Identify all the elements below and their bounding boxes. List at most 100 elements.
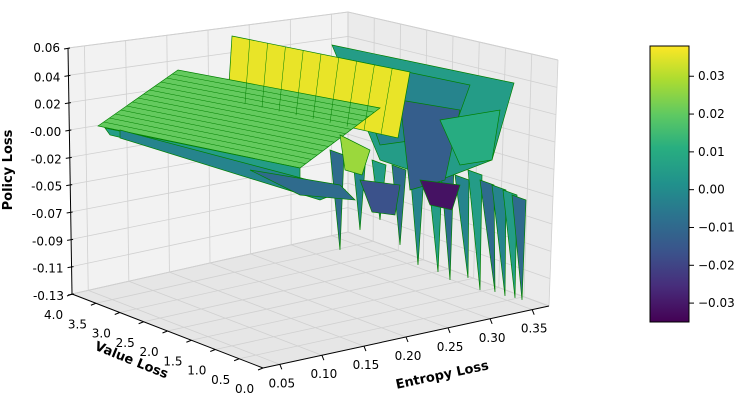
y-tick-label: 0.5 <box>211 373 230 387</box>
surface-facet <box>339 134 371 176</box>
z-tick-mark <box>66 211 73 214</box>
z-tick-label: -0.09 <box>32 234 63 248</box>
y-tick-label: 2.5 <box>116 336 135 350</box>
y-tick-label: 4.0 <box>44 308 63 322</box>
y-gridline-wall <box>523 53 533 297</box>
x-gridline-floor <box>291 244 491 320</box>
z-tick-mark <box>66 184 73 187</box>
surface-edge <box>126 105 329 147</box>
surface-facet <box>419 179 461 211</box>
surface-edge <box>261 43 268 108</box>
x-tick-label: 0.15 <box>353 358 380 372</box>
y-tick-mark <box>257 367 264 371</box>
y-gridline-wall <box>548 59 559 307</box>
surface-edge <box>166 77 369 117</box>
z-axis-label: Policy Loss <box>1 129 16 210</box>
z-tick-label: 0.06 <box>33 41 60 55</box>
z-tick-label: -0.13 <box>33 289 64 303</box>
colorbar-tick-label: 0.02 <box>698 107 725 121</box>
z-axis-line <box>67 47 73 295</box>
colorbar-tick-label: 0.01 <box>698 145 725 159</box>
surface-edge <box>329 57 340 123</box>
surface-edge <box>312 53 322 120</box>
colorbar-tick-label: 0.03 <box>698 69 725 83</box>
z-tick-label: -0.11 <box>32 262 63 276</box>
z-tick-label: 0.02 <box>34 98 61 112</box>
colorbar-tick-label: −0.02 <box>698 258 735 272</box>
x-tick-mark <box>321 355 325 361</box>
surface-edge <box>149 89 352 130</box>
x-axis-label: Entropy Loss <box>394 358 490 392</box>
x-axis-ticks: 0.05 0.10 0.15 0.20 0.25 0.30 0.35 <box>268 309 548 390</box>
x-gridline-floor <box>331 235 533 311</box>
y-tick-label: 2.0 <box>140 345 159 359</box>
x-tick-mark <box>363 345 367 352</box>
surface-edge <box>278 46 286 112</box>
y-tick-label: 1.0 <box>187 364 206 378</box>
surface-edge <box>155 85 358 126</box>
x-tick-label: 0.30 <box>479 331 506 345</box>
x-tick-mark <box>489 318 493 324</box>
x-gridline-wall <box>84 45 89 291</box>
surface-spike <box>329 149 345 251</box>
colorbar-ticks: 0.03 0.02 0.01 0.00 −0.01 −0.02 −0.03 <box>689 69 735 310</box>
x-tick-mark <box>531 309 535 315</box>
z-tick-mark <box>65 129 72 132</box>
surface-edge <box>103 121 306 164</box>
x-tick-mark <box>405 336 409 343</box>
colorbar-tick-label: 0.00 <box>698 183 725 197</box>
surface-edge <box>137 97 341 139</box>
z-tick-mark <box>65 156 72 159</box>
z-tick-label: -0.05 <box>31 180 62 194</box>
z-tick-mark <box>64 74 71 77</box>
y-tick-mark <box>210 349 216 352</box>
surface-edge <box>143 93 346 134</box>
x-gridline-floor <box>209 262 407 338</box>
x-tick-mark <box>447 327 451 334</box>
colorbar <box>649 45 690 323</box>
x-gridline-wall <box>166 35 170 273</box>
y-tick-label: 1.5 <box>163 354 182 368</box>
y-tick-label: 3.5 <box>68 317 87 331</box>
x-tick-label: 0.20 <box>395 349 422 363</box>
colorbar-tick-label: −0.01 <box>698 220 735 234</box>
surface-spike <box>467 169 483 291</box>
surface-spike <box>491 184 507 297</box>
surface-spike <box>479 179 496 293</box>
surface-edge <box>380 68 393 135</box>
z-tick-mark <box>67 266 74 269</box>
surface-edge <box>160 81 363 122</box>
x-gridline-wall <box>125 40 130 282</box>
x-tick-label: 0.35 <box>521 322 548 336</box>
z-tick-label: -0.00 <box>30 125 61 139</box>
z-axis-ticks: 0.06 0.04 0.02 -0.00 -0.02 -0.05 -0.07 -0.09 -0.… <box>30 41 75 303</box>
y-tick-mark <box>66 293 73 297</box>
y-tick-label: 3.0 <box>92 327 111 341</box>
z-tick-label: 0.04 <box>34 70 61 84</box>
floor-pane <box>72 232 549 368</box>
surface-facet <box>249 169 356 201</box>
surface-edge <box>363 64 375 131</box>
x-gridline-floor <box>250 253 449 329</box>
x-gridline-floor <box>88 289 280 365</box>
colorbar-tick-label: −0.03 <box>698 296 735 310</box>
surface-edge <box>115 113 318 156</box>
y-tick-mark <box>162 330 168 334</box>
z-tick-label: -0.02 <box>31 152 62 166</box>
surface-facet <box>359 179 401 216</box>
y-tick-mark <box>233 358 240 362</box>
surface-edge <box>172 73 375 113</box>
x-tick-label: 0.05 <box>268 376 295 390</box>
surface-edge <box>295 50 304 116</box>
surface-plot <box>97 35 527 301</box>
y-tick-mark <box>186 339 192 343</box>
z-tick-mark <box>63 47 71 50</box>
surface-spike <box>502 189 518 299</box>
surface-spike <box>454 174 470 279</box>
floor-back-edges <box>71 231 550 307</box>
x-tick-label: 0.25 <box>437 340 464 354</box>
surface-facet <box>439 109 501 166</box>
surface-edge <box>109 117 312 160</box>
surface-edge <box>120 109 323 152</box>
